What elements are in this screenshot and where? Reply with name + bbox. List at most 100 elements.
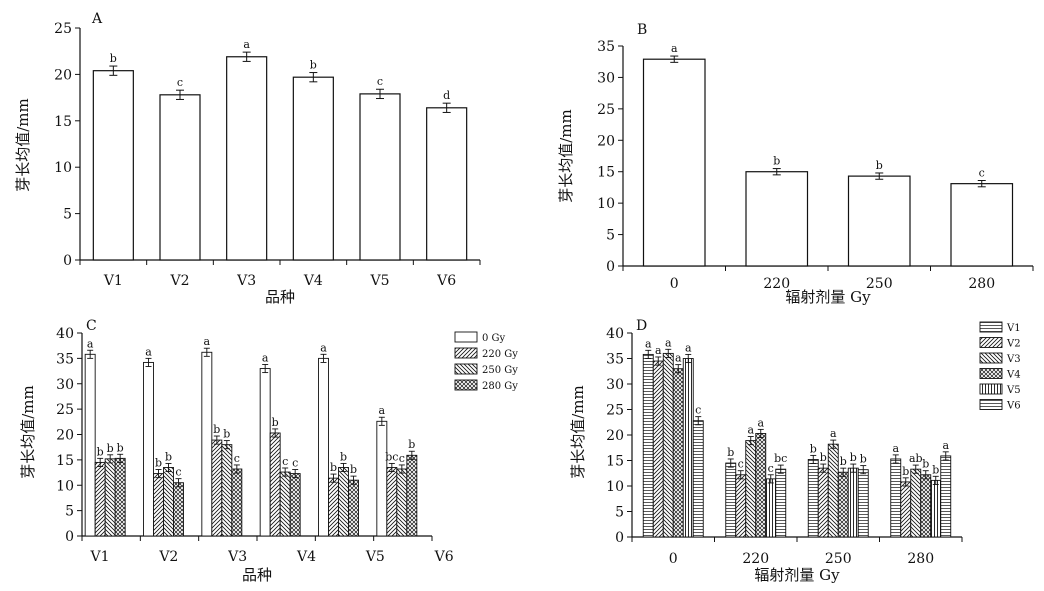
- significance-label: b: [97, 445, 104, 458]
- y-tick-label: 10: [606, 479, 624, 495]
- significance-label: b: [110, 52, 117, 65]
- significance-label: c: [177, 76, 183, 89]
- bar: [104, 458, 116, 537]
- legend-swatch: [454, 331, 478, 343]
- legend-swatch: [979, 383, 1003, 395]
- bar: [847, 175, 911, 267]
- significance-label: c: [695, 404, 701, 417]
- significance-label: c: [979, 167, 985, 180]
- bar: [837, 471, 849, 538]
- legend-swatch: [979, 321, 1003, 333]
- x-tick-label: V3: [227, 549, 247, 565]
- x-tick-label: 250: [825, 551, 852, 567]
- panel-label: C: [86, 318, 97, 334]
- y-axis-label: 芽长均值/mm: [569, 385, 587, 479]
- bar: [84, 353, 96, 537]
- bar: [755, 433, 767, 538]
- x-tick-label: 280: [907, 551, 934, 567]
- bar: [827, 443, 839, 538]
- legend-label: V2: [1006, 339, 1021, 350]
- significance-label: b: [820, 451, 827, 464]
- y-tick-label: 0: [615, 530, 624, 546]
- significance-label: a: [243, 38, 250, 51]
- significance-label: b: [330, 461, 337, 474]
- y-tick-label: 15: [606, 454, 624, 470]
- bar: [682, 358, 694, 538]
- x-axis-label: 品种: [242, 566, 272, 584]
- bar: [900, 481, 912, 538]
- bar: [807, 459, 819, 538]
- bar: [396, 468, 408, 537]
- bar: [745, 440, 757, 538]
- significance-label: a: [685, 341, 692, 354]
- x-tick-label: 280: [968, 276, 995, 292]
- y-tick-label: 25: [56, 402, 74, 418]
- legend-label: V3: [1006, 354, 1021, 365]
- significance-label: a: [204, 335, 211, 348]
- bar: [940, 455, 952, 538]
- y-tick-label: 30: [56, 377, 74, 393]
- significance-label: a: [379, 404, 386, 417]
- x-tick-label: V1: [103, 273, 123, 289]
- significance-label: b: [840, 455, 847, 468]
- significance-label: c: [377, 75, 383, 88]
- significance-label: b: [350, 463, 357, 476]
- y-tick-label: 0: [63, 253, 72, 269]
- y-tick-label: 30: [597, 70, 615, 86]
- significance-label: b: [155, 457, 162, 470]
- legend-swatch: [454, 363, 478, 375]
- x-tick-label: 0: [670, 276, 679, 292]
- significance-label: b: [902, 465, 909, 478]
- bar: [386, 467, 398, 537]
- bar: [328, 477, 339, 537]
- bar: [163, 467, 174, 537]
- significance-label: a: [665, 336, 672, 349]
- bar: [426, 107, 468, 261]
- y-tick-label: 0: [65, 529, 74, 545]
- bar: [745, 171, 809, 267]
- y-tick-label: 40: [56, 326, 74, 342]
- significance-label: bc: [385, 450, 398, 463]
- significance-label: b: [117, 441, 124, 454]
- significance-label: b: [340, 450, 347, 463]
- significance-label: b: [223, 428, 230, 441]
- y-tick-label: 20: [56, 428, 74, 444]
- bar: [642, 353, 654, 538]
- bar: [930, 479, 942, 538]
- significance-label: b: [810, 442, 817, 455]
- y-tick-label: 5: [606, 228, 615, 244]
- y-tick-label: 10: [54, 160, 72, 176]
- significance-label: a: [892, 442, 899, 455]
- x-tick-label: V6: [434, 549, 454, 565]
- significance-label: bc: [774, 452, 787, 465]
- bar: [348, 479, 359, 537]
- significance-label: b: [107, 442, 114, 455]
- y-axis-label: 芽长均值/mm: [557, 109, 575, 203]
- significance-label: c: [768, 462, 774, 475]
- y-tick-label: 10: [56, 478, 74, 494]
- y-axis-label: 芽长均值/mm: [14, 98, 32, 192]
- legend-swatch: [454, 347, 478, 359]
- bar: [890, 458, 902, 538]
- legend: 0 Gy 220 Gy 250 Gy 280 Gy: [454, 331, 518, 392]
- legend: V1 V2 V3 V4 V5 V6: [979, 321, 1021, 412]
- y-tick-label: 0: [606, 259, 615, 275]
- bar: [289, 473, 301, 537]
- significance-label: c: [234, 452, 240, 465]
- significance-label: ab: [909, 452, 923, 465]
- significance-label: b: [860, 453, 867, 466]
- significance-label: a: [757, 416, 764, 429]
- x-tick-label: 220: [763, 276, 790, 292]
- legend-swatch: [979, 337, 1003, 348]
- bar: [672, 368, 684, 538]
- bar: [159, 94, 201, 261]
- significance-label: b: [932, 463, 939, 476]
- bar: [231, 468, 243, 537]
- x-tick-label: V3: [236, 273, 256, 289]
- bar: [406, 454, 418, 537]
- legend-label: 280 Gy: [482, 381, 518, 392]
- y-tick-label: 20: [606, 428, 624, 444]
- bar: [725, 462, 737, 538]
- y-tick-label: 5: [63, 207, 72, 223]
